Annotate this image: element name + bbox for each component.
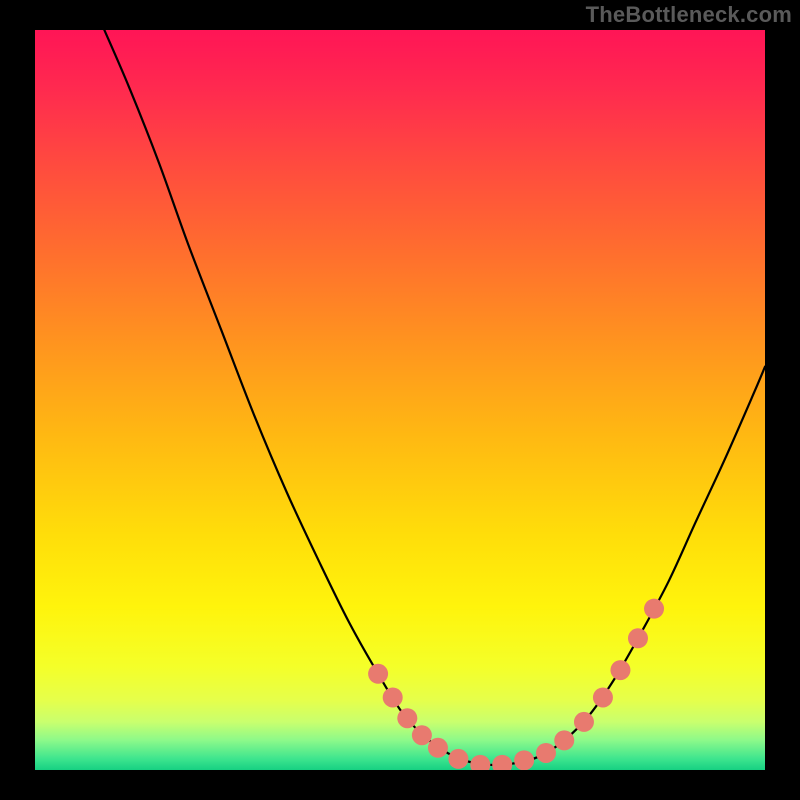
bottleneck-valley-chart xyxy=(0,0,800,800)
marker-dot xyxy=(412,725,432,745)
marker-dot xyxy=(574,712,594,732)
marker-dot xyxy=(383,687,403,707)
watermark-text: TheBottleneck.com xyxy=(586,2,792,28)
marker-dot xyxy=(536,743,556,763)
marker-dot xyxy=(593,687,613,707)
marker-dot xyxy=(610,660,630,680)
marker-dot xyxy=(644,599,664,619)
marker-dot xyxy=(470,755,490,775)
plot-background xyxy=(35,30,765,770)
marker-dot xyxy=(492,755,512,775)
marker-dot xyxy=(397,708,417,728)
marker-dot xyxy=(554,730,574,750)
marker-dot xyxy=(628,628,648,648)
marker-dot xyxy=(428,738,448,758)
chart-container: { "watermark": { "text": "TheBottleneck.… xyxy=(0,0,800,800)
marker-dot xyxy=(368,664,388,684)
marker-dot xyxy=(514,750,534,770)
marker-dot xyxy=(448,749,468,769)
